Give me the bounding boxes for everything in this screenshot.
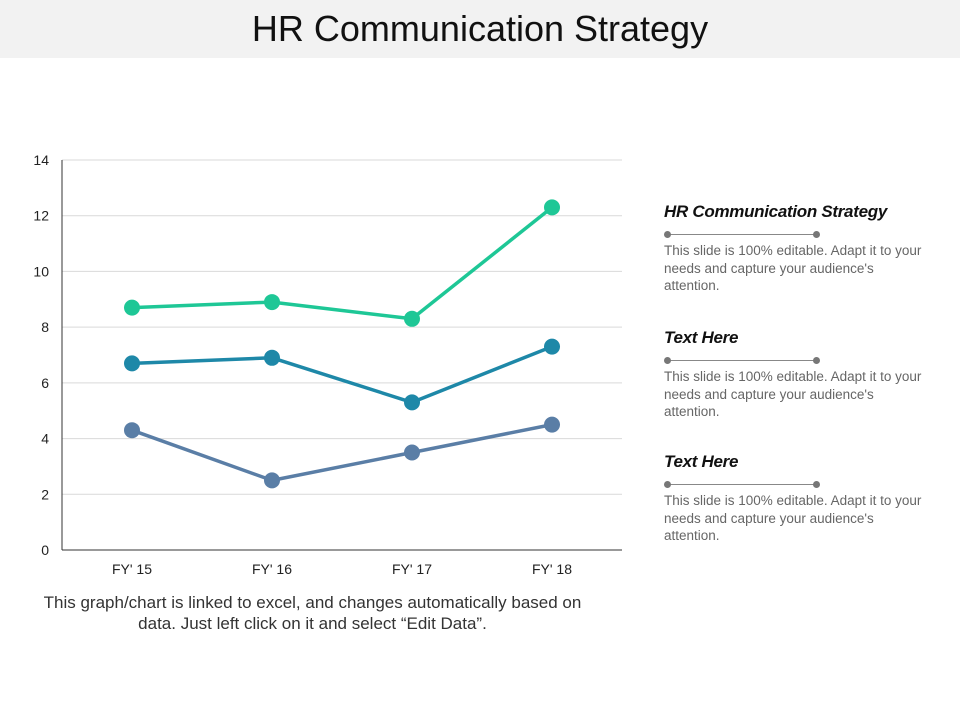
side-block-text: This slide is 100% editable. Adapt it to… <box>664 493 922 543</box>
y-tick-label: 12 <box>33 208 49 224</box>
data-point[interactable] <box>264 349 280 366</box>
series-line-1[interactable] <box>130 205 554 321</box>
series-line-3[interactable] <box>130 422 554 483</box>
side-block-title: HR Communication Strategy <box>664 202 887 221</box>
side-block-text: This slide is 100% editable. Adapt it to… <box>664 369 922 419</box>
data-point[interactable] <box>264 472 280 489</box>
divider <box>664 480 820 488</box>
line-chart[interactable]: 0 2 4 6 8 10 12 14 FY' 15 FY' 16 FY' 17 FY' 18 <box>0 140 640 590</box>
y-tick-label: 4 <box>41 431 49 447</box>
side-block-title: Text Here <box>664 328 739 347</box>
x-tick-label: FY' 17 <box>392 561 432 577</box>
side-block-2: Text Here This slide is 100% editable. A… <box>664 328 934 421</box>
side-block-text: This slide is 100% editable. Adapt it to… <box>664 243 922 293</box>
x-tick-label: FY' 15 <box>112 561 152 577</box>
data-point[interactable] <box>544 338 560 355</box>
y-tick-label: 6 <box>41 375 49 391</box>
series-line-2[interactable] <box>130 344 554 405</box>
data-point[interactable] <box>404 394 420 411</box>
y-tick-label: 2 <box>41 486 49 502</box>
side-block-title: Text Here <box>664 452 739 471</box>
y-tick-label: 10 <box>33 263 49 279</box>
data-point[interactable] <box>124 355 140 372</box>
divider <box>664 230 820 238</box>
x-tick-label: FY' 16 <box>252 561 292 577</box>
data-point[interactable] <box>544 416 560 433</box>
title-bar: HR Communication Strategy <box>0 0 960 58</box>
data-point[interactable] <box>264 294 280 311</box>
y-tick-label: 8 <box>41 319 49 335</box>
data-point[interactable] <box>124 422 140 439</box>
y-tick-label: 14 <box>33 152 49 168</box>
data-point[interactable] <box>124 299 140 316</box>
data-point[interactable] <box>404 310 420 327</box>
page-title: HR Communication Strategy <box>251 8 709 49</box>
data-point[interactable] <box>544 199 560 216</box>
y-tick-label: 0 <box>41 542 49 558</box>
chart-caption: This graph/chart is linked to excel, and… <box>43 593 582 633</box>
side-block-3: Text Here This slide is 100% editable. A… <box>664 452 934 545</box>
side-block-1: HR Communication Strategy This slide is … <box>664 202 934 295</box>
divider <box>664 356 820 364</box>
x-tick-label: FY' 18 <box>532 561 572 577</box>
data-point[interactable] <box>404 444 420 461</box>
